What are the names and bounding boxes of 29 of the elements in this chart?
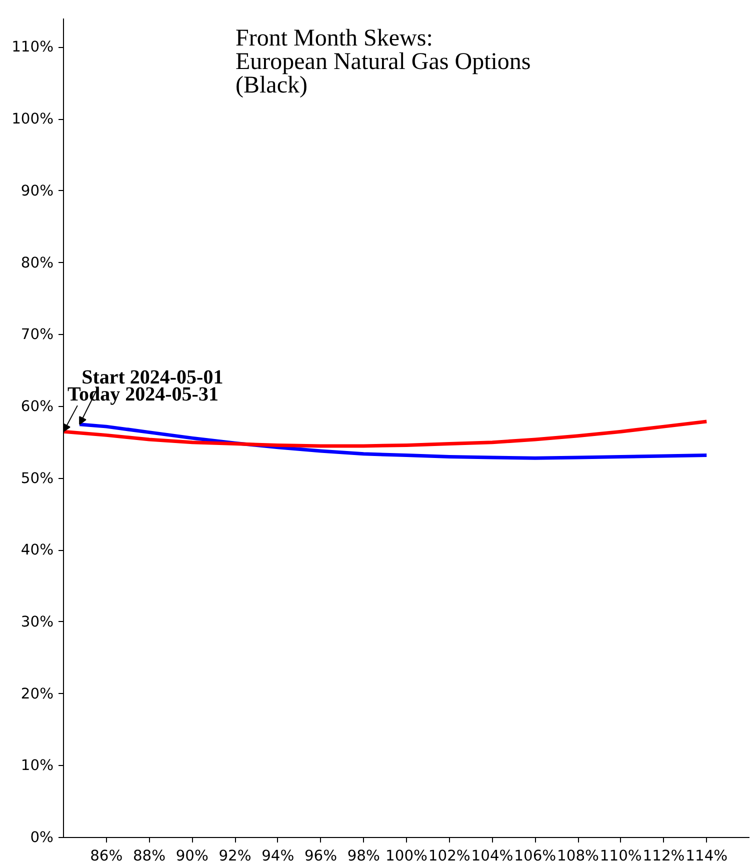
x-tick-label: 88%: [132, 848, 166, 864]
text: Front Month Skews: European Natural Gas Options (Black): [236, 26, 531, 98]
x-tick-label: 98%: [347, 848, 380, 864]
x-tick-label: 100%: [386, 848, 428, 864]
y-tick-label: 40%: [20, 542, 54, 559]
y-tick-label: 50%: [20, 470, 54, 487]
x-tick-label: 94%: [262, 848, 294, 864]
y-tick-label: 90%: [20, 182, 54, 200]
y-tick-label: 80%: [20, 254, 54, 272]
x-tick-label: 102%: [428, 848, 470, 864]
y-tick-label: 0%: [30, 829, 54, 846]
y-tick-label: 70%: [20, 326, 54, 344]
x-tick-label: 86%: [90, 848, 123, 864]
y-tick-label: 30%: [20, 613, 54, 630]
y-tick-label: 10%: [20, 757, 54, 774]
x-tick-label: 104%: [471, 848, 514, 864]
x-tick-label: 106%: [514, 848, 556, 864]
y-tick-label: 20%: [20, 685, 54, 702]
y-tick-label: 100%: [12, 110, 54, 128]
x-tick-label: 112%: [642, 848, 685, 864]
line-series: [64, 420, 708, 448]
x-tick-label: 108%: [557, 848, 600, 864]
x-tick-label: 110%: [600, 848, 642, 864]
y-tick-label: 60%: [20, 398, 54, 415]
x-tick-label: 96%: [304, 848, 338, 864]
y-tick-label: 110%: [12, 38, 54, 56]
x-tick-label: 114%: [686, 848, 728, 864]
x-tick-label: 90%: [176, 848, 208, 864]
x-tick-label: 92%: [218, 848, 252, 864]
